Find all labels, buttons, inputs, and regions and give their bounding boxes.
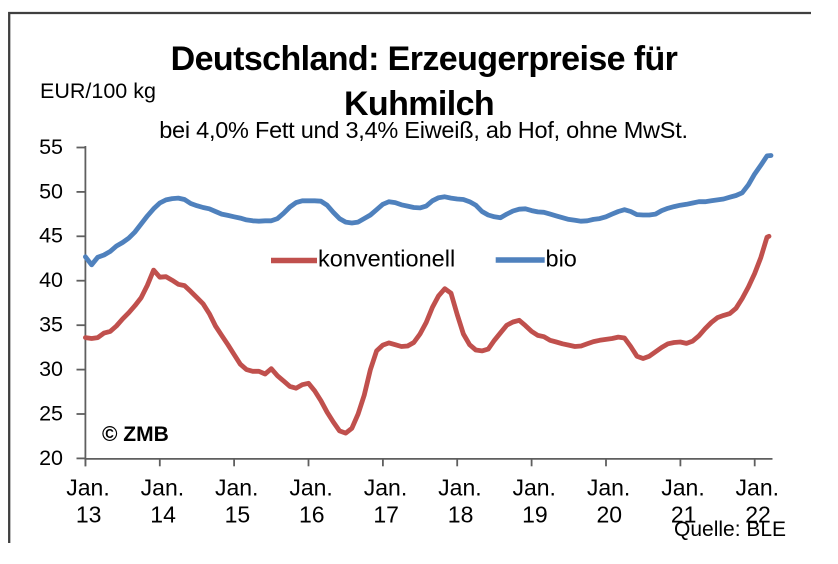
svg-text:Jan.: Jan. <box>512 475 555 501</box>
svg-text:Jan.: Jan. <box>438 475 481 501</box>
svg-text:konventionell: konventionell <box>318 246 455 272</box>
svg-text:50: 50 <box>39 179 63 203</box>
svg-text:20: 20 <box>597 502 623 528</box>
svg-text:13: 13 <box>76 502 102 528</box>
svg-text:Jan.: Jan. <box>736 475 779 501</box>
svg-text:20: 20 <box>39 446 63 470</box>
svg-text:Deutschland: Erzeugerpreise fü: Deutschland: Erzeugerpreise für <box>171 40 678 78</box>
svg-text:Jan.: Jan. <box>141 475 184 501</box>
svg-text:22: 22 <box>745 502 771 528</box>
svg-text:Quelle: BLE: Quelle: BLE <box>674 518 786 541</box>
svg-text:Jan.: Jan. <box>661 475 704 501</box>
svg-text:16: 16 <box>299 502 325 528</box>
svg-text:bei 4,0% Fett und 3,4% Eiweiß,: bei 4,0% Fett und 3,4% Eiweiß, ab Hof, o… <box>159 117 688 143</box>
svg-text:Jan.: Jan. <box>66 475 109 501</box>
svg-text:© ZMB: © ZMB <box>102 423 169 446</box>
svg-text:bio: bio <box>546 246 577 272</box>
svg-text:Jan.: Jan. <box>587 475 630 501</box>
svg-text:21: 21 <box>671 502 697 528</box>
svg-text:19: 19 <box>522 502 548 528</box>
svg-text:14: 14 <box>150 502 176 528</box>
svg-text:55: 55 <box>39 135 63 159</box>
svg-text:Jan.: Jan. <box>364 475 407 501</box>
svg-text:40: 40 <box>39 268 63 292</box>
svg-text:30: 30 <box>39 357 63 381</box>
svg-text:17: 17 <box>373 502 399 528</box>
svg-text:Jan.: Jan. <box>289 475 332 501</box>
svg-text:25: 25 <box>39 401 63 425</box>
svg-text:15: 15 <box>225 502 251 528</box>
svg-text:18: 18 <box>448 502 474 528</box>
svg-text:Jan.: Jan. <box>215 475 258 501</box>
svg-text:EUR/100 kg: EUR/100 kg <box>40 79 156 103</box>
svg-text:Kuhmilch: Kuhmilch <box>344 85 494 123</box>
svg-text:35: 35 <box>39 313 63 337</box>
svg-text:45: 45 <box>39 224 63 248</box>
